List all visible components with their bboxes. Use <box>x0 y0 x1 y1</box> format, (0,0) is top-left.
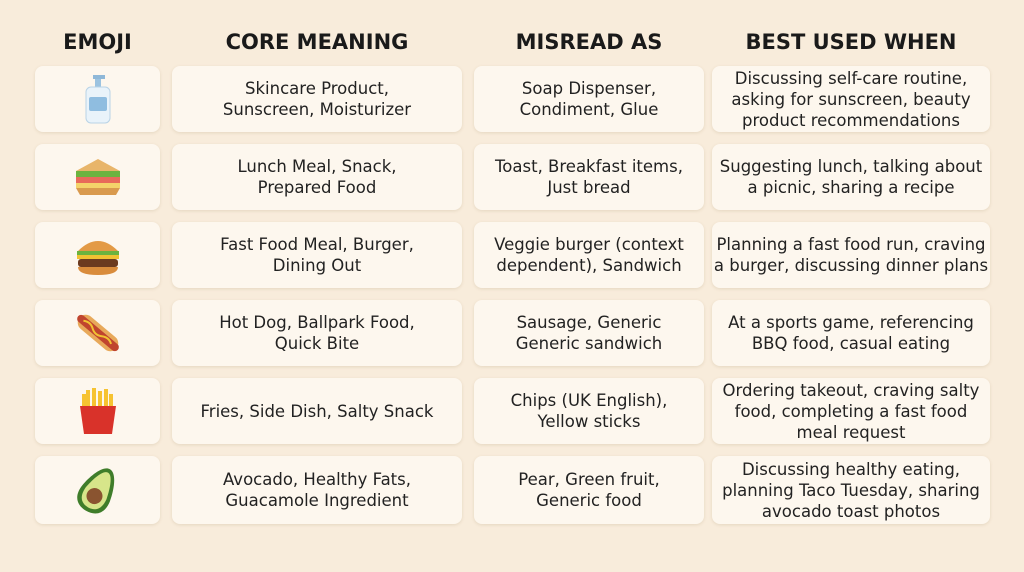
cell-line: Pear, Green fruit, <box>518 470 660 489</box>
cell-line: Ordering takeout, craving salty <box>722 380 980 400</box>
cell-line: Suggesting lunch, talking about <box>719 157 983 176</box>
cell-line: Generic sandwich <box>515 334 663 353</box>
cell-line: Lunch Meal, Snack, <box>237 157 397 176</box>
cell-line: Chips (UK English), <box>510 391 668 410</box>
fries-icon <box>79 388 116 434</box>
misread-cell: Chips (UK English), Yellow sticks <box>474 378 704 444</box>
cell-line: Hot Dog, Ballpark Food, <box>219 313 415 332</box>
cell-line: a burger, discussing dinner plans <box>713 256 989 275</box>
avocado-icon <box>76 468 114 514</box>
cell-line: planning Taco Tuesday, sharing <box>722 480 980 500</box>
cell-line: Fries, Side Dish, Salty Snack <box>200 401 434 421</box>
cell-line: Dining Out <box>272 256 362 275</box>
cell-line: Avocado, Healthy Fats, <box>222 470 411 489</box>
cell-line: Toast, Breakfast items, <box>495 157 683 176</box>
cell-line: dependent), Sandwich <box>496 256 682 275</box>
misread-cell: Toast, Breakfast items, Just bread <box>474 144 704 210</box>
cell-line: Sunscreen, Moisturizer <box>222 100 412 119</box>
cell-line: meal request <box>796 422 906 442</box>
core-cell: Fast Food Meal, Burger, Dining Out <box>172 222 462 288</box>
burger-icon <box>76 241 119 275</box>
core-cell: Lunch Meal, Snack, Prepared Food <box>172 144 462 210</box>
cell-line: Skincare Product, <box>245 79 389 98</box>
emoji-cell <box>35 456 160 524</box>
cell-line: Fast Food Meal, Burger, <box>220 235 414 254</box>
sandwich-icon <box>75 159 120 195</box>
cell-line: Prepared Food <box>257 178 377 197</box>
emoji-cell <box>35 378 160 444</box>
cell-line: a picnic, sharing a recipe <box>747 178 955 197</box>
column-header: MISREAD AS <box>515 30 663 54</box>
hotdog-icon <box>76 314 119 352</box>
cell-line: Quick Bite <box>274 334 360 353</box>
best-cell: Suggesting lunch, talking about a picnic,… <box>712 144 990 210</box>
cell-line: Planning a fast food run, craving <box>716 235 986 254</box>
best-cell: Discussing healthy eating, planning Taco … <box>712 456 990 524</box>
cell-line: Guacamole Ingredient <box>225 491 409 510</box>
best-cell: At a sports game, referencing BBQ food, c… <box>712 300 990 366</box>
misread-cell: Veggie burger (context dependent), Sandwi… <box>474 222 704 288</box>
core-cell: Fries, Side Dish, Salty Snack <box>172 378 462 444</box>
emoji-cell <box>35 66 160 132</box>
cell-line: asking for sunscreen, beauty <box>731 89 971 109</box>
misread-cell: Pear, Green fruit, Generic food <box>474 456 704 524</box>
cell-line: Condiment, Glue <box>519 100 659 119</box>
lotion-icon <box>85 75 110 124</box>
core-cell: Hot Dog, Ballpark Food, Quick Bite <box>172 300 462 366</box>
cell-line: Sausage, Generic <box>516 313 662 332</box>
emoji-cell <box>35 222 160 288</box>
cell-line: product recommendations <box>742 110 960 130</box>
cell-line: avocado toast photos <box>761 501 941 521</box>
cell-line: Generic food <box>536 491 642 510</box>
cell-line: Soap Dispenser, <box>521 79 657 98</box>
emoji-cell <box>35 144 160 210</box>
cell-line: food, completing a fast food <box>734 401 968 421</box>
best-cell: Planning a fast food run, craving a burge… <box>712 222 990 288</box>
emoji-cell <box>35 300 160 366</box>
core-cell: Skincare Product, Sunscreen, Moisturizer <box>172 66 462 132</box>
column-header: EMOJI <box>63 30 132 54</box>
misread-cell: Soap Dispenser, Condiment, Glue <box>474 66 704 132</box>
cell-line: At a sports game, referencing <box>728 313 974 332</box>
cell-line: Just bread <box>547 178 631 197</box>
best-cell: Ordering takeout, craving salty food, com… <box>712 378 990 444</box>
column-header: CORE MEANING <box>225 30 409 54</box>
cell-line: Veggie burger (context <box>494 235 684 254</box>
cell-line: BBQ food, casual eating <box>751 334 951 353</box>
best-cell: Discussing self-care routine, asking for … <box>712 66 990 132</box>
column-header: BEST USED WHEN <box>745 30 957 54</box>
cell-line: Discussing healthy eating, <box>741 459 961 479</box>
cell-line: Yellow sticks <box>537 412 641 431</box>
cell-line: Discussing self-care routine, <box>734 68 968 88</box>
misread-cell: Sausage, Generic Generic sandwich <box>474 300 704 366</box>
core-cell: Avocado, Healthy Fats, Guacamole Ingredie… <box>172 456 462 524</box>
